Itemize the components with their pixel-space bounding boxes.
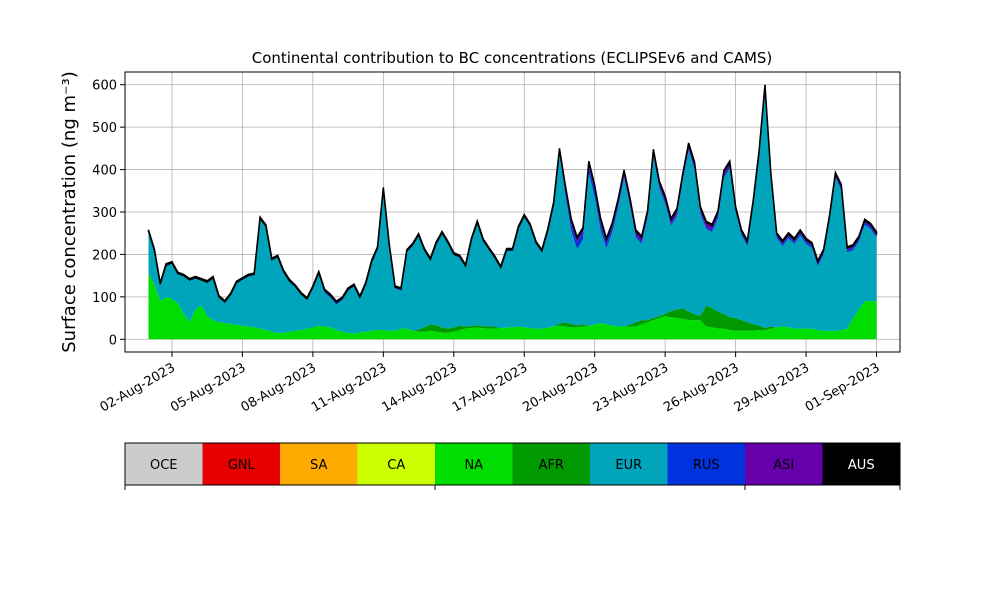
legend-label-eur: EUR <box>615 458 642 473</box>
legend-swatch-oce <box>125 443 203 485</box>
legend-colorbar: OCE GNL SA CA NA AFR EUR RUS ASI AUS <box>124 442 901 490</box>
legend-swatch-ca <box>357 443 435 485</box>
x-tick-label: 05-Aug-2023 <box>168 360 248 415</box>
x-tick-label: 23-Aug-2023 <box>591 360 671 415</box>
x-tick-label: 26-Aug-2023 <box>661 360 741 415</box>
y-tick-label: 300 <box>92 206 117 221</box>
legend-label-na: NA <box>464 458 483 473</box>
legend-swatch-sa <box>280 443 358 485</box>
y-tick-label: 200 <box>92 248 117 263</box>
series-area-eur <box>148 90 877 334</box>
x-tick-label: 08-Aug-2023 <box>239 360 319 415</box>
y-tick-label: 100 <box>92 291 117 306</box>
legend-label-gnl: GNL <box>228 458 256 473</box>
chart-title: Continental contribution to BC concentra… <box>252 49 773 67</box>
x-axis: 02-Aug-202305-Aug-202308-Aug-202311-Aug-… <box>98 352 883 416</box>
series-area-afr <box>148 273 877 334</box>
legend-label-ca: CA <box>387 458 405 473</box>
legend-label-rus: RUS <box>693 458 720 473</box>
y-tick-label: 500 <box>92 121 117 136</box>
legend-label-asi: ASI <box>773 458 794 473</box>
legend-label-afr: AFR <box>539 458 564 473</box>
x-tick-label: 11-Aug-2023 <box>309 360 389 415</box>
x-tick-label: 02-Aug-2023 <box>98 360 178 415</box>
legend-swatch-afr <box>512 443 590 485</box>
legend-label-aus: AUS <box>848 458 875 473</box>
y-tick-label: 0 <box>109 333 117 348</box>
x-tick-label: 29-Aug-2023 <box>732 360 812 415</box>
legend-swatch-eur <box>590 443 668 485</box>
legend-swatch-aus <box>822 443 900 485</box>
legend-swatch-gnl <box>202 443 280 485</box>
legend-swatch-na <box>435 443 513 485</box>
y-axis: 0 100 200 300 400 500 600 <box>92 79 125 348</box>
y-tick-label: 400 <box>92 164 117 179</box>
x-tick-label: 14-Aug-2023 <box>379 360 459 415</box>
x-tick-label: 01-Sep-2023 <box>803 360 883 415</box>
legend-frame <box>124 442 901 486</box>
x-tick-label: 20-Aug-2023 <box>520 360 600 415</box>
legend-label-sa: SA <box>310 458 327 473</box>
series-area-aus <box>147 84 878 304</box>
y-axis-label: Surface concentration (ng m⁻³) <box>59 71 80 353</box>
legend-swatch-asi <box>745 443 823 485</box>
series-area-na <box>148 273 877 340</box>
x-tick-label: 17-Aug-2023 <box>450 360 530 415</box>
y-tick-label: 600 <box>92 79 117 94</box>
legend-label-oce: OCE <box>150 458 178 473</box>
legend-swatch-rus <box>667 443 745 485</box>
area-layer <box>147 84 878 340</box>
